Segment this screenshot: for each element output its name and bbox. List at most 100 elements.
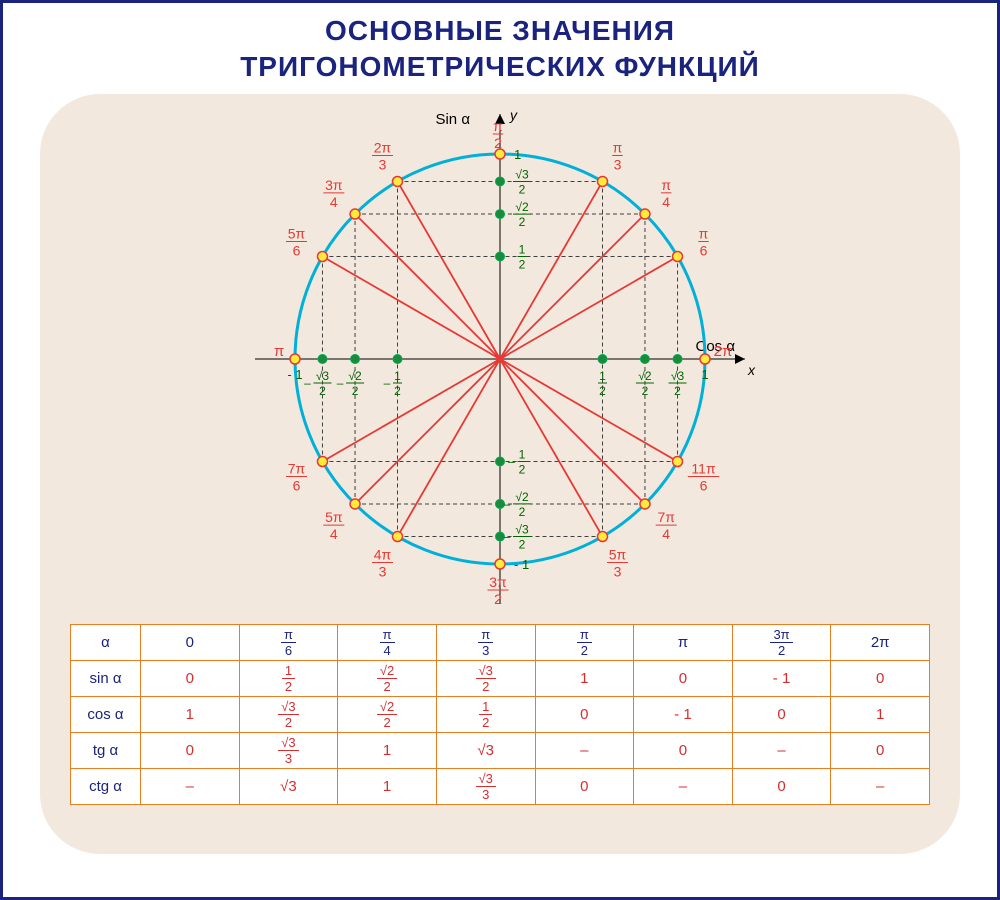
svg-text:–: – <box>508 454 515 468</box>
svg-text:2: 2 <box>642 384 649 398</box>
table-row-header: cos α <box>71 696 141 732</box>
table-cell: 0 <box>732 768 831 804</box>
svg-text:√3: √3 <box>671 369 685 383</box>
table-cell: – <box>831 768 930 804</box>
table-cell: 0 <box>141 732 240 768</box>
table-col-header: 2π <box>831 624 930 660</box>
svg-text:2: 2 <box>352 384 359 398</box>
table-cell: 1 <box>338 768 437 804</box>
table-cell: – <box>535 732 634 768</box>
table-cell: 0 <box>535 696 634 732</box>
table-cell: 0 <box>634 732 733 768</box>
svg-text:1: 1 <box>519 242 526 256</box>
svg-text:2: 2 <box>519 182 526 196</box>
svg-text:1: 1 <box>514 147 521 162</box>
table-cell: √22 <box>338 696 437 732</box>
title-line-1: ОСНОВНЫЕ ЗНАЧЕНИЯ <box>325 15 675 46</box>
svg-text:π: π <box>699 225 709 241</box>
table-col-header: π3 <box>436 624 535 660</box>
svg-text:2: 2 <box>674 384 681 398</box>
svg-text:π: π <box>661 177 671 193</box>
table-cell: 12 <box>436 696 535 732</box>
svg-text:√3: √3 <box>515 167 529 181</box>
values-table-wrap: α0π6π4π3π2π3π22πsin α012√22√3210- 10cos … <box>70 624 930 805</box>
unit-circle-svg: xySin αCos α- 1–√32–√22–1212√22√3211√32√… <box>220 104 780 614</box>
svg-text:5π: 5π <box>325 509 343 525</box>
svg-text:3π: 3π <box>325 177 343 193</box>
svg-text:- 1: - 1 <box>287 367 302 382</box>
svg-text:2: 2 <box>494 135 502 151</box>
svg-text:6: 6 <box>700 242 708 258</box>
table-cell: – <box>634 768 733 804</box>
svg-text:2: 2 <box>599 384 606 398</box>
svg-text:–: – <box>304 376 311 390</box>
table-row-header: tg α <box>71 732 141 768</box>
table-row-header: sin α <box>71 660 141 696</box>
svg-text:3: 3 <box>379 156 387 172</box>
table-cell: 1 <box>831 696 930 732</box>
svg-text:√2: √2 <box>348 369 362 383</box>
table-cell: - 1 <box>634 696 733 732</box>
table-cell: – <box>141 768 240 804</box>
svg-text:4: 4 <box>662 526 670 542</box>
svg-text:4π: 4π <box>374 546 392 562</box>
table-col-header: π6 <box>239 624 338 660</box>
svg-text:1: 1 <box>701 367 708 382</box>
table-cell: 1 <box>338 732 437 768</box>
svg-text:–: – <box>384 376 391 390</box>
svg-text:2: 2 <box>494 591 502 607</box>
svg-text:4: 4 <box>662 194 670 210</box>
svg-text:2: 2 <box>519 215 526 229</box>
table-col-header: 3π2 <box>732 624 831 660</box>
svg-text:Sin α: Sin α <box>435 111 470 128</box>
svg-text:5π: 5π <box>288 225 306 241</box>
table-cell: √33 <box>239 732 338 768</box>
table-cell: 1 <box>535 660 634 696</box>
svg-text:√2: √2 <box>515 200 529 214</box>
svg-text:4: 4 <box>330 194 338 210</box>
svg-text:π: π <box>493 118 503 134</box>
table-cell: 12 <box>239 660 338 696</box>
table-cell: 0 <box>732 696 831 732</box>
svg-text:√3: √3 <box>515 522 529 536</box>
unit-circle-diagram: xySin αCos α- 1–√32–√22–1212√22√3211√32√… <box>220 104 780 614</box>
table-cell: 0 <box>141 660 240 696</box>
svg-text:7π: 7π <box>657 509 675 525</box>
svg-text:π: π <box>613 139 623 155</box>
svg-text:2: 2 <box>319 384 326 398</box>
svg-text:–: – <box>504 529 511 543</box>
table-cell: √3 <box>436 732 535 768</box>
table-col-header: π4 <box>338 624 437 660</box>
svg-text:5π: 5π <box>609 546 627 562</box>
svg-text:3: 3 <box>379 563 387 579</box>
svg-text:2: 2 <box>394 384 401 398</box>
outer-frame: ОСНОВНЫЕ ЗНАЧЕНИЯ ТРИГОНОМЕТРИЧЕСКИХ ФУН… <box>0 0 1000 900</box>
svg-text:x: x <box>747 362 756 378</box>
svg-text:2: 2 <box>519 462 526 476</box>
svg-text:4: 4 <box>330 526 338 542</box>
table-cell: - 1 <box>732 660 831 696</box>
svg-text:2: 2 <box>519 537 526 551</box>
svg-text:11π: 11π <box>691 460 716 476</box>
svg-text:6: 6 <box>293 477 301 493</box>
table-col-header: π2 <box>535 624 634 660</box>
svg-text:2: 2 <box>519 257 526 271</box>
table-cell: 0 <box>634 660 733 696</box>
svg-text:7π: 7π <box>288 460 306 476</box>
svg-text:y: y <box>509 107 518 123</box>
svg-text:1: 1 <box>599 369 606 383</box>
svg-text:6: 6 <box>700 477 708 493</box>
svg-text:3: 3 <box>614 156 622 172</box>
svg-text:π: π <box>274 343 284 360</box>
page-title: ОСНОВНЫЕ ЗНАЧЕНИЯ ТРИГОНОМЕТРИЧЕСКИХ ФУН… <box>23 13 977 86</box>
svg-text:2π: 2π <box>714 343 733 360</box>
table-cell: √22 <box>338 660 437 696</box>
svg-text:- 1: - 1 <box>514 557 529 572</box>
values-table: α0π6π4π3π2π3π22πsin α012√22√3210- 10cos … <box>70 624 930 805</box>
table-cell: √33 <box>436 768 535 804</box>
svg-text:2: 2 <box>519 505 526 519</box>
table-col-header: 0 <box>141 624 240 660</box>
svg-text:–: – <box>337 376 344 390</box>
table-col-header: π <box>634 624 733 660</box>
svg-text:2π: 2π <box>374 139 392 155</box>
